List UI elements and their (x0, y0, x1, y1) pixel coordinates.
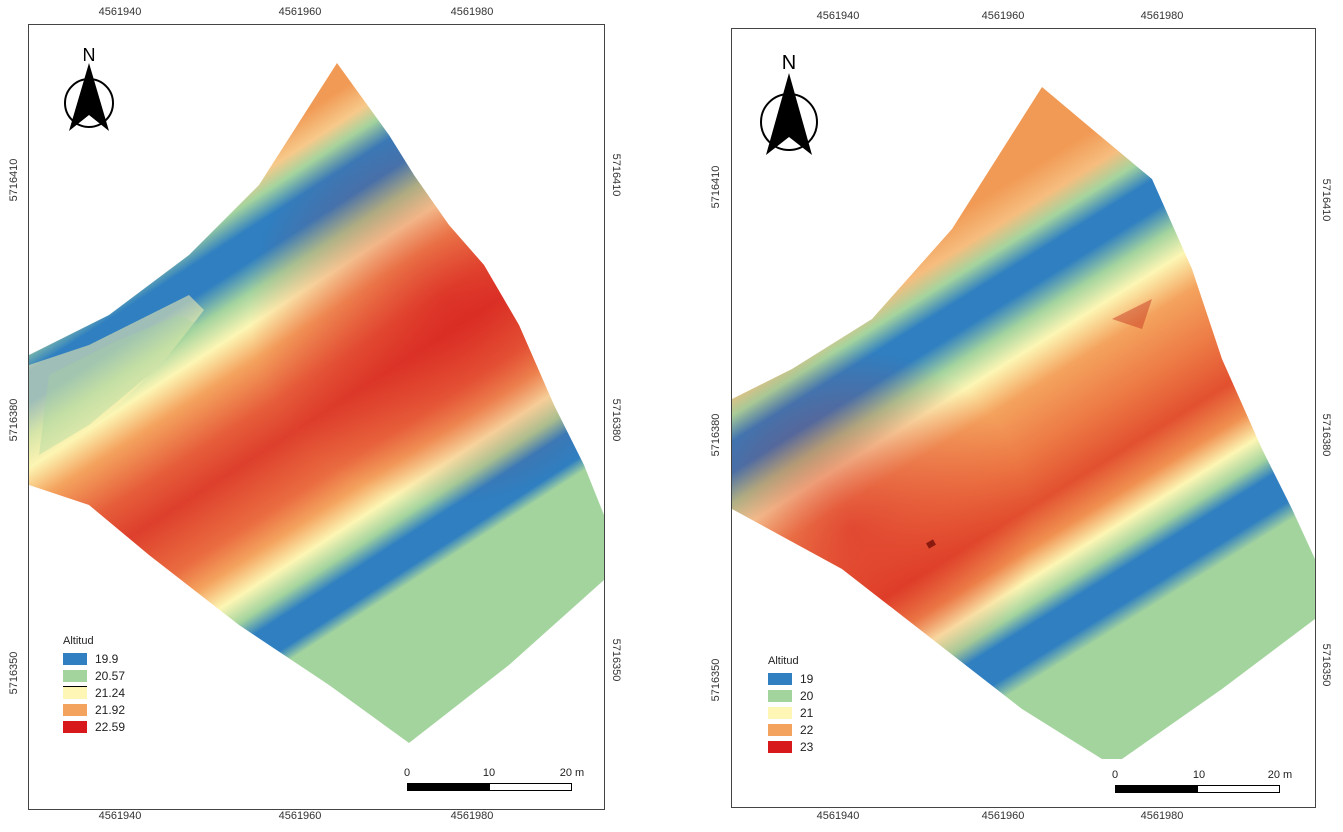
scale-label: 10 (482, 767, 496, 779)
scale-label: 20 m (1267, 769, 1293, 781)
right-x-tick-top: 4561980 (1140, 10, 1184, 22)
legend-label: 22 (800, 722, 814, 737)
scale-segment-black (1116, 786, 1198, 792)
right-y-tick-right: 5716410 (1320, 178, 1332, 222)
left-scale-bar: 0 10 20 m (403, 767, 584, 791)
legend-label: 19 (800, 671, 814, 686)
scale-segment-white (489, 784, 571, 790)
legend-swatch (63, 652, 87, 665)
right-y-tick-right: 5716380 (1320, 413, 1332, 457)
scale-label: 0 (1111, 769, 1119, 781)
north-label: N (83, 45, 96, 65)
legend-title: Altitud (768, 655, 799, 667)
right-y-tick-left: 5716380 (710, 413, 722, 457)
left-x-tick-top: 4561980 (450, 6, 494, 18)
right-x-tick-top: 4561940 (816, 10, 860, 22)
left-map-frame: N Altitud 19.9 20.57 21.24 21.92 (28, 24, 605, 810)
north-label: N (782, 52, 796, 74)
legend-item: 23 (768, 738, 813, 755)
left-elevation-raster (29, 63, 604, 743)
legend-item: 22 (768, 721, 813, 738)
legend-swatch (63, 669, 87, 682)
legend-swatch (768, 672, 792, 685)
right-legend: Altitud 19 20 21 22 23 (768, 655, 813, 755)
left-x-tick-bottom: 4561980 (450, 810, 494, 822)
right-x-tick-bottom: 4561940 (816, 810, 860, 822)
legend-label: 19.9 (95, 651, 119, 666)
scale-label: 10 (1192, 769, 1206, 781)
legend-label: 21.92 (95, 702, 126, 717)
legend-label: 21.24 (95, 685, 126, 700)
legend-label: 21 (800, 705, 814, 720)
left-y-tick-right: 5716380 (610, 398, 622, 442)
legend-swatch (63, 686, 87, 699)
left-legend: Altitud 19.9 20.57 21.24 21.92 22.59 (63, 635, 125, 735)
legend-swatch (768, 740, 792, 753)
left-y-tick-right: 5716350 (610, 638, 622, 682)
left-x-tick-top: 4561960 (278, 6, 322, 18)
right-map-frame: N Altitud 19 20 21 22 2 (731, 28, 1316, 808)
scale-segment-black (408, 784, 490, 790)
left-x-tick-top: 4561940 (98, 6, 142, 18)
legend-item: 21.92 (63, 701, 125, 718)
right-y-tick-left: 5716410 (710, 165, 722, 209)
legend-item: 19.9 (63, 650, 125, 667)
legend-label: 23 (800, 739, 814, 754)
left-y-tick-left: 5716380 (8, 398, 20, 442)
scale-label: 0 (403, 767, 411, 779)
right-x-tick-top: 4561960 (981, 10, 1025, 22)
left-y-tick-right: 5716410 (610, 153, 622, 197)
scale-label: 20 m (559, 767, 585, 779)
right-x-tick-bottom: 4561960 (981, 810, 1025, 822)
north-arrow-icon: N (59, 43, 119, 135)
left-x-tick-bottom: 4561960 (278, 810, 322, 822)
legend-item: 20 (768, 687, 813, 704)
right-y-tick-left: 5716350 (710, 658, 722, 702)
left-y-tick-left: 5716350 (8, 651, 20, 695)
legend-item: 21 (768, 704, 813, 721)
legend-swatch (768, 723, 792, 736)
right-scale-bar: 0 10 20 m (1111, 769, 1292, 793)
legend-swatch (63, 703, 87, 716)
right-elevation-raster (732, 87, 1315, 759)
left-x-tick-bottom: 4561940 (98, 810, 142, 822)
legend-label: 20 (800, 688, 814, 703)
legend-title: Altitud (63, 635, 94, 647)
legend-item: 20.57 (63, 667, 125, 684)
north-arrow-icon: N (754, 47, 824, 159)
legend-item: 19 (768, 670, 813, 687)
legend-swatch (768, 706, 792, 719)
right-x-tick-bottom: 4561980 (1140, 810, 1184, 822)
legend-label: 20.57 (95, 668, 126, 683)
legend-item: 21.24 (63, 684, 125, 701)
legend-swatch (63, 720, 87, 733)
scale-segment-white (1197, 786, 1279, 792)
legend-item: 22.59 (63, 718, 125, 735)
legend-label: 22.59 (95, 719, 126, 734)
legend-swatch (768, 689, 792, 702)
right-y-tick-right: 5716350 (1320, 643, 1332, 687)
left-y-tick-left: 5716410 (8, 158, 20, 202)
